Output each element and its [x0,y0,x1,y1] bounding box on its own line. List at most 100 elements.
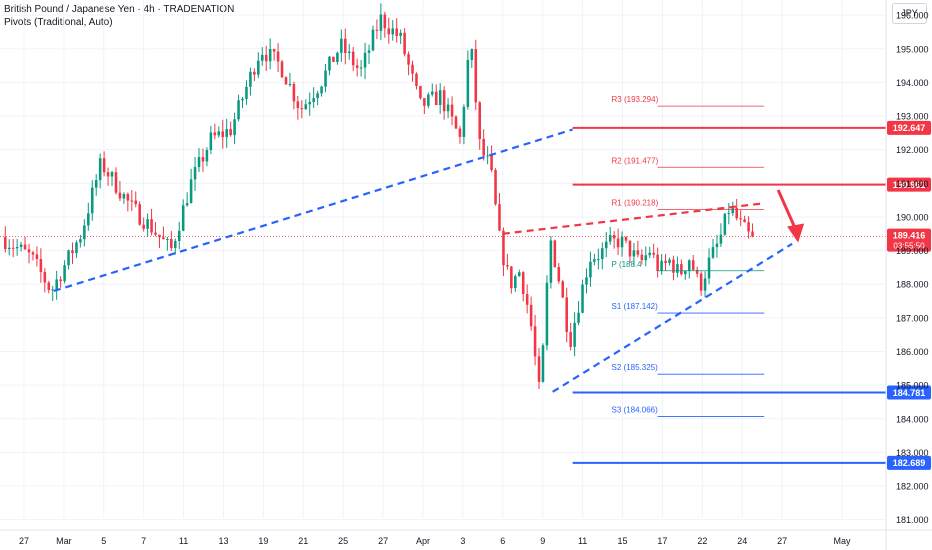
time-tick-label: 19 [258,536,268,546]
time-tick-label: 11 [179,536,188,546]
pivot-label-r1: R1 (190.218) [612,199,659,208]
candle-body [387,28,391,35]
candle-body [154,232,157,235]
time-tick-label: 27 [378,536,388,546]
candle-body [640,254,644,261]
candle-body [292,84,296,102]
candle-body [379,14,383,31]
candle-body [308,102,311,105]
time-tick-label: 11 [578,536,587,546]
candle-body [632,250,636,257]
candle-body [466,59,470,107]
currency-button[interactable]: JPY [892,3,927,24]
time-tick-label: 3 [460,536,465,546]
key-levels: 192.647 190.961 184.781 182.689 189.41603:55… [0,120,931,470]
candle-body [438,90,442,105]
price-tick-label: 182.000 [896,482,929,492]
price-tick-label: 190.000 [896,212,929,222]
candle-body [486,155,489,157]
candle-body [55,279,58,290]
candle-body [19,244,23,248]
candle-body [462,106,466,137]
candle-body [545,282,549,346]
price-tick-label: 189.000 [896,246,929,256]
candle-body [201,157,205,162]
pivot-levels: R3 (193.294) R2 (191.477) R1 (190.218) P (1… [612,95,765,417]
candle-body [494,170,497,205]
candle-body [612,235,616,239]
candle-body [691,260,695,270]
candle-body [399,32,402,37]
candle-body [470,49,474,60]
candle-body [249,71,252,87]
candle-body [407,54,410,65]
key-level-tag-label: 192.647 [893,123,926,133]
candle-body [71,250,74,254]
candle-body [312,98,315,103]
pivot-label-s2: S2 (185.325) [612,363,659,372]
candle-body [166,239,169,241]
candle-body [347,51,351,54]
key-level-tag-label: 184.781 [893,388,926,398]
pivot-label-s3: S3 (184.066) [612,406,659,415]
candle-body [355,65,359,68]
price-tick-label: 194.000 [896,78,929,88]
candle-body [288,84,292,86]
candle-body [541,345,545,382]
candle-body [51,289,54,291]
candle-body [474,49,478,103]
candle-body [672,259,675,273]
candle-body [79,239,82,243]
pivot-label-r3: R3 (193.294) [612,95,659,104]
candle-body [43,272,47,283]
time-tick-label: 13 [218,536,228,546]
candle-body [102,158,106,173]
time-tick-label: 27 [19,536,29,546]
candle-body [478,102,482,139]
candle-body [189,179,193,204]
candle-body [446,104,450,112]
key-level-tag-label: 190.961 [893,180,926,190]
time-tick-label: 25 [338,536,348,546]
candle-body [648,252,652,256]
candle-body [514,276,517,289]
candle-body [703,278,707,291]
candle-body [225,129,228,138]
candle-body [126,194,130,201]
candle-body [67,250,70,266]
key-level-tag [887,385,931,400]
candle-body [304,104,308,110]
candle-body [221,131,225,138]
candle-body [59,279,62,282]
candle-body [450,104,454,117]
candle-body [604,241,608,249]
candle-body [264,54,268,62]
candle-body [375,29,379,31]
price-tick-label: 192.000 [896,145,929,155]
time-tick-label: May [833,536,851,546]
candle-body [747,222,750,232]
candle-body [490,155,493,171]
candle-body [300,108,304,110]
candle-body [268,49,272,62]
candle-body [241,98,244,101]
candle-body [687,260,691,272]
time-tick-label: 24 [737,536,747,546]
candle-body [87,213,90,226]
candle-body [636,250,640,255]
time-tick-label: 22 [697,536,707,546]
time-axis: 27 Mar 5 7 11 13 19 21 25 27 Apr 3 6 9 11 15 17 22 24 27 May [0,529,932,546]
candle-body [624,236,628,241]
price-tick-label: 193.000 [896,112,929,122]
candle-body [395,28,398,37]
candle-body [727,213,731,215]
candle-body [434,91,438,105]
candle-body [427,94,430,106]
candle-body [695,269,699,274]
candle-body [272,49,276,52]
candle-body [27,249,31,253]
candle-body [15,247,19,249]
candle-body [193,167,197,180]
key-level-tag-label: 182.689 [893,458,926,468]
